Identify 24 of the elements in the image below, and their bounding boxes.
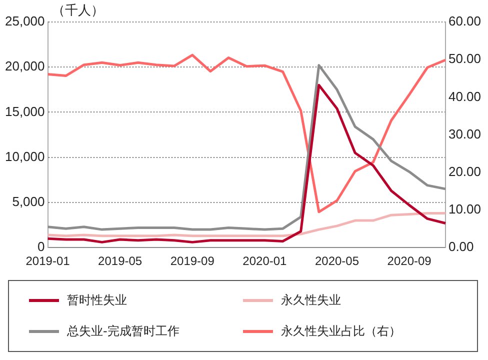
- y2-tick-label: 40.00: [448, 88, 482, 104]
- x-tick-label: 2020-01: [242, 254, 288, 268]
- y-tick-label: 10,000: [4, 148, 45, 164]
- y-tick-label: 5,000: [12, 194, 45, 210]
- y-tick-label: 20,000: [4, 58, 45, 74]
- x-tick-label: 2020-09: [387, 254, 432, 268]
- legend-label: 总失业-完成暂时工作: [67, 323, 180, 340]
- x-tick-label: 2019-05: [98, 254, 142, 268]
- y2-tick-label: 50.00: [448, 51, 482, 66]
- y2-tick-label: 20.00: [448, 164, 482, 179]
- legend-label: 暂时性失业: [67, 292, 127, 309]
- y2-tick-label: 60.00: [448, 14, 482, 29]
- y-tick-label: 0: [38, 239, 45, 254]
- y2-tick-label: 0.00: [448, 239, 474, 254]
- y-axis-title: （千人）: [52, 3, 104, 18]
- x-tick-label: 2019-09: [170, 254, 215, 268]
- legend-label: 永久性失业: [281, 292, 341, 309]
- x-tick-label: 2019-01: [26, 254, 70, 268]
- y-tick-label: 15,000: [4, 104, 45, 119]
- y2-tick-label: 10.00: [448, 202, 482, 217]
- x-tick-label: 2020-05: [314, 254, 360, 268]
- y2-tick-label: 30.00: [448, 126, 482, 142]
- y-tick-label: 25,000: [4, 14, 45, 29]
- legend-label: 永久性失业占比（右）: [281, 323, 401, 340]
